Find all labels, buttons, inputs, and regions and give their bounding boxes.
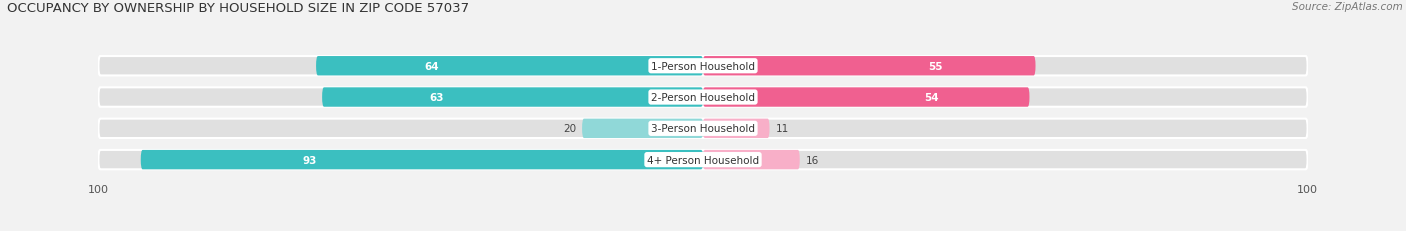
Text: 63: 63 <box>429 93 444 103</box>
Text: 11: 11 <box>776 124 789 134</box>
Text: 1-Person Household: 1-Person Household <box>651 61 755 71</box>
FancyBboxPatch shape <box>141 150 703 170</box>
FancyBboxPatch shape <box>322 88 703 107</box>
Text: 54: 54 <box>924 93 939 103</box>
FancyBboxPatch shape <box>98 88 1308 107</box>
Text: 93: 93 <box>302 155 316 165</box>
Text: 55: 55 <box>928 61 943 71</box>
Text: 16: 16 <box>806 155 820 165</box>
FancyBboxPatch shape <box>703 150 800 170</box>
FancyBboxPatch shape <box>582 119 703 138</box>
FancyBboxPatch shape <box>703 119 769 138</box>
Text: Source: ZipAtlas.com: Source: ZipAtlas.com <box>1292 2 1403 12</box>
FancyBboxPatch shape <box>316 57 703 76</box>
Text: 4+ Person Household: 4+ Person Household <box>647 155 759 165</box>
Text: OCCUPANCY BY OWNERSHIP BY HOUSEHOLD SIZE IN ZIP CODE 57037: OCCUPANCY BY OWNERSHIP BY HOUSEHOLD SIZE… <box>7 2 470 15</box>
FancyBboxPatch shape <box>703 57 1035 76</box>
FancyBboxPatch shape <box>98 119 1308 138</box>
Text: 20: 20 <box>562 124 576 134</box>
FancyBboxPatch shape <box>98 150 1308 170</box>
Text: 3-Person Household: 3-Person Household <box>651 124 755 134</box>
FancyBboxPatch shape <box>703 88 1029 107</box>
Text: 64: 64 <box>425 61 440 71</box>
Text: 2-Person Household: 2-Person Household <box>651 93 755 103</box>
FancyBboxPatch shape <box>98 57 1308 76</box>
